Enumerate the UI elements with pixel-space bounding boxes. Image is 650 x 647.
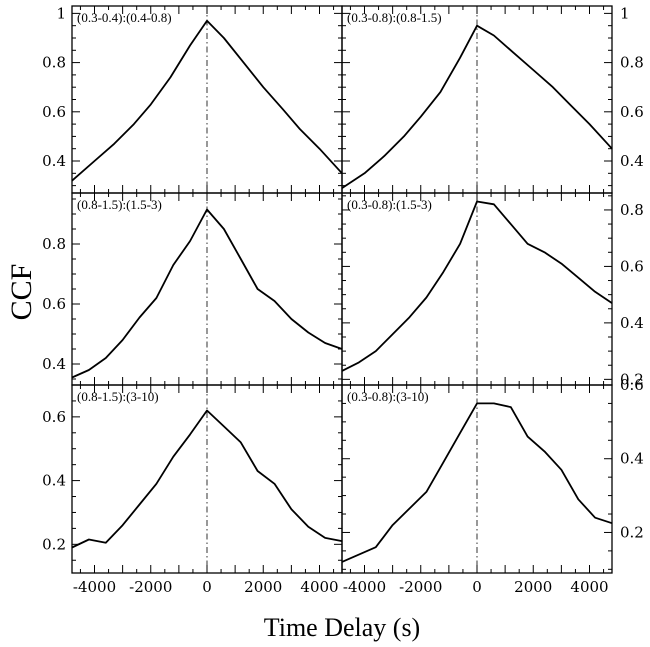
y-tick-label: 0.4 (42, 472, 66, 490)
x-axis-title: Time Delay (s) (264, 613, 420, 642)
y-tick-label: 0.4 (620, 152, 644, 170)
panels-layer: 0.4 0.6 0.8 1 (0.3-0.4):(0.4-0.8) 0.4 0.6 0.8 1 (… (42, 4, 644, 596)
y-tick-label: 0.6 (42, 295, 66, 313)
series-line (341, 200, 613, 372)
y-tick-label: 0.6 (620, 376, 644, 394)
x-tick-label: -2000 (399, 578, 442, 596)
panel-6: 0.2 0.4 0.6 -4000 -2000 0 2000 4000 (0.3-0.8):(3… (341, 376, 644, 596)
x-tick-label: 2000 (244, 578, 282, 596)
y-tick-label: 0.8 (620, 201, 644, 219)
panel-label: (0.3-0.8):(1.5-3) (347, 197, 432, 212)
x-tick-label: -4000 (343, 578, 386, 596)
y-tick-label: 0.8 (42, 54, 66, 72)
series-line (71, 208, 343, 379)
panel-5: 0.2 0.4 0.6 -4000 -2000 0 2000 4000 (0.8-1.5):(3… (42, 384, 343, 596)
panel-label: (0.3-0.8):(0.8-1.5) (347, 10, 442, 25)
panel-1: 0.4 0.6 0.8 1 (0.3-0.4):(0.4-0.8) (42, 4, 343, 194)
y-tick-label: 0.6 (42, 103, 66, 121)
y-tick-label: 1 (56, 4, 66, 22)
y-tick-label: 0.2 (620, 523, 644, 541)
panel-label: (0.3-0.8):(3-10) (347, 389, 429, 404)
y-tick-label: 0.6 (620, 103, 644, 121)
y-tick-label: 0.4 (620, 450, 644, 468)
x-tick-label: 0 (472, 578, 482, 596)
y-tick-label: 0.4 (42, 152, 66, 170)
y-tick-label: 0.4 (620, 314, 644, 332)
y-tick-label: 0.2 (42, 535, 66, 553)
panel-label: (0.8-1.5):(1.5-3) (77, 197, 162, 212)
y-tick-label: 0.6 (42, 408, 66, 426)
panel-2: 0.4 0.6 0.8 1 (0.3-0.8):(0.8-1.5) (341, 4, 644, 194)
panel-label: (0.8-1.5):(3-10) (77, 389, 159, 404)
series-line (71, 409, 343, 549)
series-line (341, 402, 613, 563)
series-line (71, 19, 343, 182)
y-tick-label: 0.8 (620, 54, 644, 72)
x-tick-label: -2000 (129, 578, 172, 596)
x-tick-label: 2000 (514, 578, 552, 596)
panel-3: 0.4 0.6 0.8 (0.8-1.5):(1.5-3) (42, 192, 343, 386)
y-tick-label: 0.6 (620, 257, 644, 275)
y-tick-label: 1 (620, 4, 630, 22)
x-tick-label: 4000 (300, 578, 338, 596)
y-tick-label: 0.4 (42, 355, 66, 373)
panel-label: (0.3-0.4):(0.4-0.8) (77, 10, 172, 25)
panel-4: 0.2 0.4 0.6 0.8 (0.3-0.8):(1.5-3) (341, 192, 644, 388)
y-tick-label: 0.8 (42, 235, 66, 253)
x-tick-label: 4000 (570, 578, 608, 596)
series-line (341, 24, 613, 189)
y-axis-title: CCF (5, 264, 38, 321)
y-tick-label: 0.2 (620, 370, 644, 388)
x-tick-label: -4000 (73, 578, 116, 596)
x-tick-label: 0 (202, 578, 212, 596)
